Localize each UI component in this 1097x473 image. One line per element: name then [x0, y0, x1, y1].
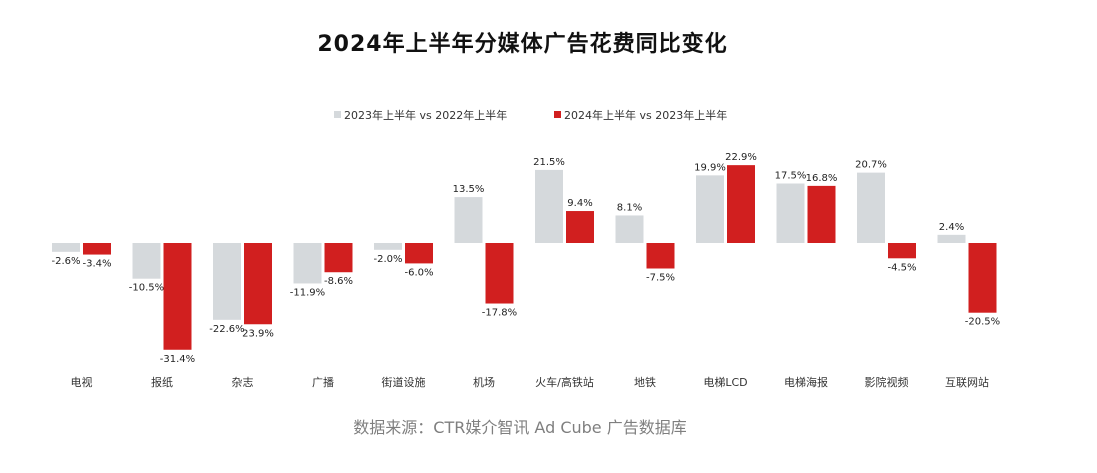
bar-s1-6 — [454, 197, 483, 243]
data-label-s1-10: 17.5% — [775, 171, 807, 182]
bar-s2-4 — [324, 243, 353, 273]
bar-s1-7 — [535, 169, 563, 243]
data-label-s2-1: -3.4% — [82, 259, 111, 270]
bar-s2-7 — [566, 211, 594, 243]
data-label-s1-4: -11.9% — [290, 287, 325, 298]
data-label-s2-11: -4.5% — [887, 262, 916, 273]
category-label-6: 机场 — [473, 375, 495, 389]
data-label-s1-6: 13.5% — [453, 184, 485, 195]
category-label-2: 报纸 — [151, 375, 173, 389]
legend-label-2: 2024年上半年 vs 2023年上半年 — [564, 108, 727, 122]
data-label-s1-1: -2.6% — [51, 256, 80, 267]
bar-s1-8 — [615, 215, 644, 243]
bar-s2-11 — [888, 243, 916, 259]
bar-s1-3 — [213, 243, 241, 320]
data-label-s2-2: -31.4% — [160, 354, 195, 365]
bar-s1-5 — [374, 243, 402, 250]
bar-s2-6 — [485, 243, 514, 304]
data-label-s1-5: -2.0% — [373, 254, 402, 265]
source-note: 数据来源：CTR媒介智讯 Ad Cube 广告数据库 — [353, 418, 687, 437]
data-label-s1-8: 8.1% — [617, 202, 642, 213]
data-label-s1-7: 21.5% — [533, 157, 565, 168]
category-label-7: 火车/高铁站 — [535, 375, 594, 389]
data-label-s2-3: 23.9% — [242, 328, 274, 339]
bar-s2-1 — [83, 243, 111, 255]
data-label-s1-3: -22.6% — [209, 324, 244, 335]
chart-title: 2024年上半年分媒体广告花费同比变化 — [317, 32, 728, 57]
category-label-3: 杂志 — [232, 376, 254, 389]
legend-swatch-1 — [334, 111, 341, 118]
bar-s1-10 — [776, 183, 805, 243]
data-label-s2-10: 16.8% — [806, 173, 838, 184]
bar-s2-12 — [968, 243, 997, 313]
category-label-1: 电视 — [71, 375, 93, 389]
bar-s2-10 — [807, 185, 836, 243]
bar-s2-5 — [405, 243, 433, 264]
bar-s2-3 — [244, 243, 272, 325]
legend-label-1: 2023年上半年 vs 2022年上半年 — [344, 108, 507, 122]
data-label-s1-2: -10.5% — [129, 283, 164, 294]
data-label-s1-9: 19.9% — [694, 162, 726, 173]
data-label-s2-9: 22.9% — [725, 152, 757, 163]
bar-s1-2 — [132, 243, 161, 279]
category-label-9: 电梯LCD — [703, 376, 747, 389]
category-label-11: 影院视频 — [865, 375, 909, 389]
data-label-s2-6: -17.8% — [482, 308, 517, 319]
data-label-s2-12: -20.5% — [965, 317, 1000, 328]
data-label-s1-11: 20.7% — [855, 160, 887, 171]
data-label-s2-8: -7.5% — [646, 273, 675, 284]
bar-s2-2 — [163, 243, 192, 350]
category-label-12: 互联网站 — [945, 375, 989, 389]
bar-s1-11 — [857, 172, 885, 243]
bar-s1-12 — [937, 234, 966, 243]
category-label-10: 电梯海报 — [784, 375, 828, 389]
data-label-s2-5: -6.0% — [404, 267, 433, 278]
data-label-s2-4: -8.6% — [324, 276, 353, 287]
data-label-s2-7: 9.4% — [567, 198, 592, 209]
bar-s2-9 — [727, 165, 755, 243]
bar-s1-1 — [52, 243, 80, 252]
bar-s2-8 — [646, 243, 675, 269]
data-label-s1-12: 2.4% — [939, 222, 964, 233]
bar-s1-9 — [696, 175, 724, 243]
bar-s1-4 — [293, 243, 322, 284]
category-label-5: 街道设施 — [382, 375, 426, 389]
legend-swatch-2 — [554, 111, 561, 118]
category-label-8: 地铁 — [634, 376, 656, 389]
category-label-4: 广播 — [312, 375, 334, 389]
